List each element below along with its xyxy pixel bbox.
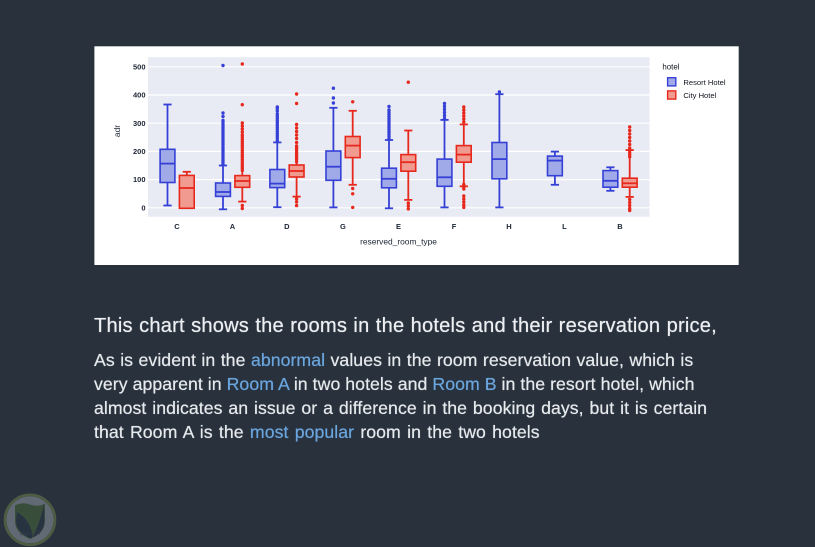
svg-text:H: H <box>506 222 511 231</box>
svg-text:F: F <box>452 222 457 231</box>
svg-text:400: 400 <box>133 91 146 100</box>
svg-text:D: D <box>284 222 290 231</box>
svg-text:500: 500 <box>133 62 146 71</box>
svg-text:المحتوى: المحتوى <box>19 530 40 537</box>
svg-text:City Hotel: City Hotel <box>683 91 716 100</box>
svg-text:reserved_room_type: reserved_room_type <box>360 237 437 247</box>
svg-text:G: G <box>340 222 346 231</box>
svg-text:100: 100 <box>133 175 146 184</box>
svg-text:A: A <box>230 222 236 231</box>
svg-text:adr: adr <box>112 125 122 137</box>
svg-text:C: C <box>174 222 180 231</box>
svg-text:Resort Hotel: Resort Hotel <box>683 78 726 87</box>
svg-text:200: 200 <box>133 147 146 156</box>
svg-text:E: E <box>396 222 401 231</box>
svg-text:hotel: hotel <box>662 63 679 72</box>
svg-text:300: 300 <box>133 119 146 128</box>
svg-text:L: L <box>562 222 567 231</box>
svg-text:B: B <box>617 222 623 231</box>
svg-text:0: 0 <box>141 203 145 212</box>
